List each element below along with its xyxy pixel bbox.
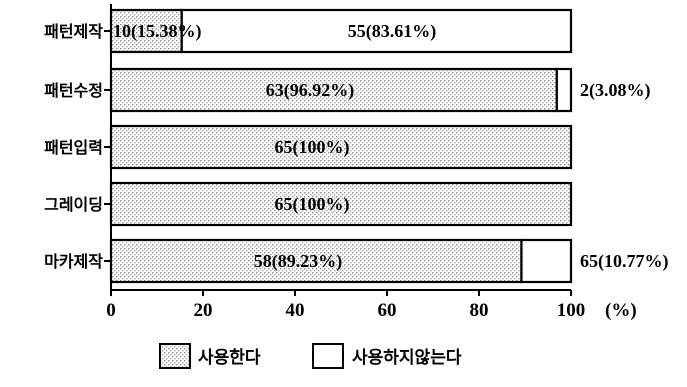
value-label-not-used-2: 2(3.08%) [580,80,651,101]
bar-used-3 [109,124,573,170]
bar-used-5 [109,238,523,284]
legend-swatch-used [159,343,191,369]
bar-used-4 [109,181,573,227]
category-label-4: 그레이딩 [44,195,103,214]
x-tick-label-0: 0 [106,300,116,321]
bar-not-used-1 [180,8,573,54]
x-tick-label-100: 100 [557,300,586,321]
category-label-3: 패턴입력 [44,138,103,157]
x-tick-label-60: 60 [378,300,397,321]
legend-swatch-not-used [312,343,344,369]
value-label-used-4: 65(100%) [275,194,350,215]
x-tick-label-20: 20 [194,300,213,321]
category-label-2: 패턴수정 [44,81,103,100]
bar-not-used-2 [555,67,573,113]
x-tick-label-80: 80 [470,300,489,321]
category-label-5: 마카제작 [44,252,103,271]
value-label-not-used-5: 65(10.77%) [580,251,669,272]
category-label-1: 패턴제작 [44,22,103,41]
bar-used-2 [109,67,558,113]
value-label-not-used-1: 55(83.61%) [348,21,437,42]
value-labels: 10(15.38%) 55(83.61%) 63(96.92%) 2(3.08%) 65… [113,21,669,272]
value-label-used-2: 63(96.92%) [266,80,355,101]
bar-not-used-5 [520,238,573,284]
legend: 사용한다 사용하지않는다 [159,343,462,369]
legend-label-used: 사용한다 [198,348,261,368]
x-unit-label: (%) [605,300,637,321]
x-tick-label-40: 40 [286,300,305,321]
bars-group [109,8,573,284]
value-label-used-1: 10(15.38%) [113,21,202,42]
legend-label-not-used: 사용하지않는다 [352,348,462,368]
value-label-used-3: 65(100%) [275,137,350,158]
value-label-used-5: 58(89.23%) [254,251,343,272]
x-axis: 0 20 40 60 80 100 (%) [104,4,637,321]
